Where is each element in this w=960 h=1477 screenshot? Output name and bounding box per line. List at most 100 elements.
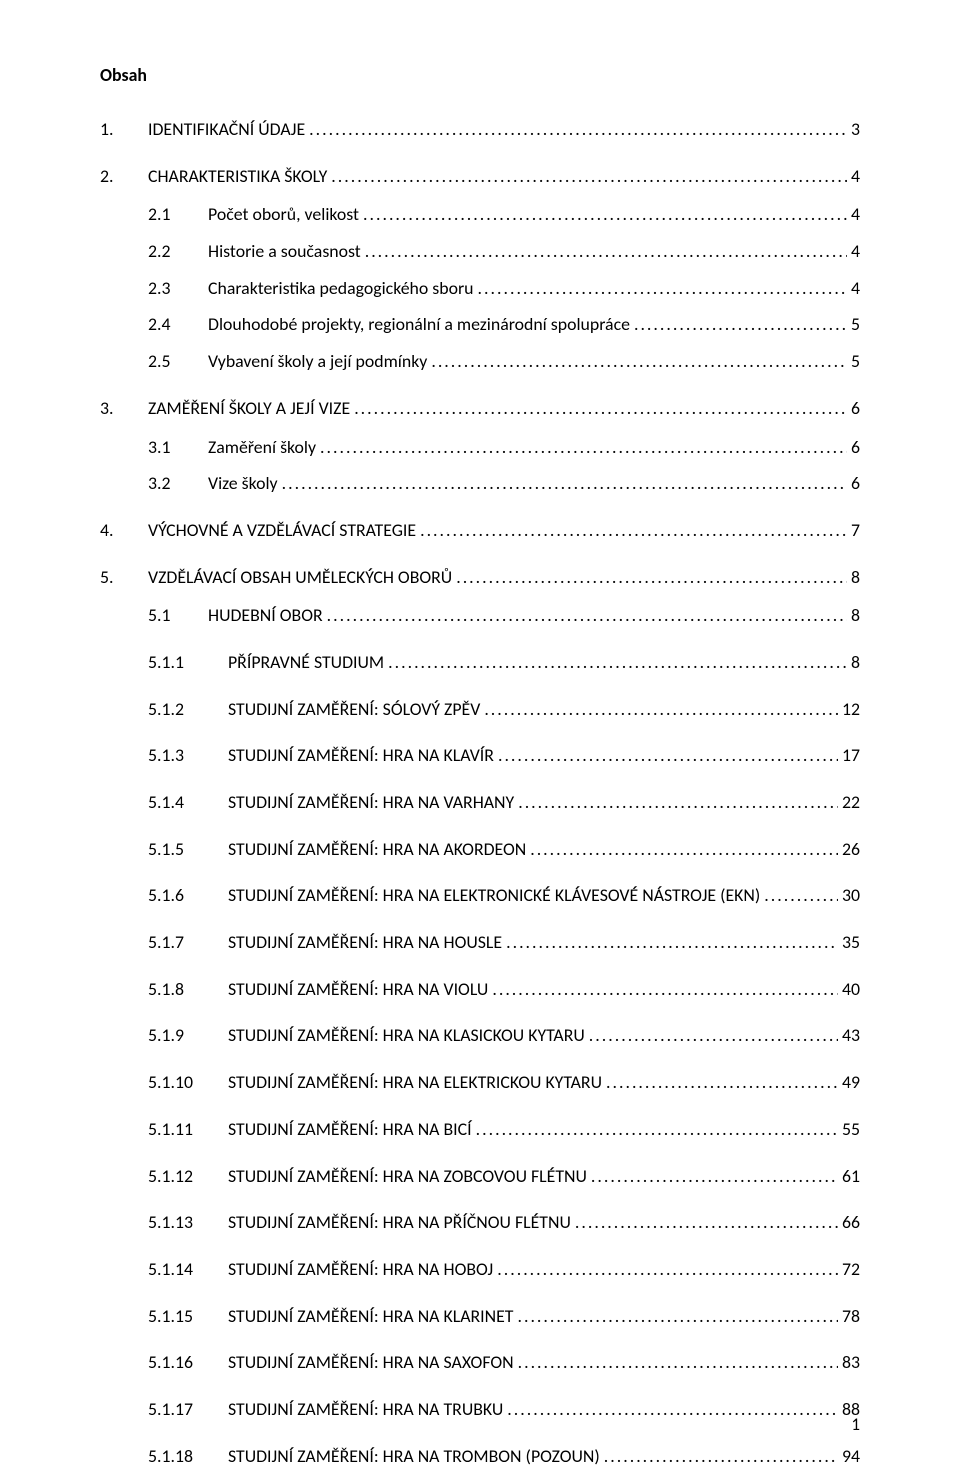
- toc-entry: 5.1.5STUDIJNÍ ZAMĚŘENÍ: HRA NA AKORDEON.…: [100, 836, 860, 863]
- toc-entry-page: 8: [847, 649, 860, 676]
- toc-entry-number: 3.2: [148, 470, 208, 497]
- toc-entry-label: Vize školy: [208, 470, 278, 497]
- toc-entry-label: Vybavení školy a její podmínky: [208, 348, 427, 375]
- toc-entry: 5.1.8STUDIJNÍ ZAMĚŘENÍ: HRA NA VIOLU....…: [100, 976, 860, 1003]
- toc-entry-page: 6: [847, 434, 860, 461]
- toc-entry: 2.CHARAKTERISTIKA ŠKOLY.................…: [100, 163, 860, 190]
- toc-entry-page: 61: [838, 1163, 860, 1190]
- toc-entry-number: 5.1.9: [148, 1022, 228, 1049]
- toc-entry: 2.4Dlouhodobé projekty, regionální a mez…: [100, 311, 860, 338]
- toc-entry-page: 6: [847, 470, 860, 497]
- toc-entry: 5.1.2STUDIJNÍ ZAMĚŘENÍ: SÓLOVÝ ZPĚV.....…: [100, 696, 860, 723]
- toc-entry-page: 4: [847, 238, 860, 265]
- toc-entry-page: 3: [847, 116, 860, 143]
- toc-entry-number: 4.: [100, 517, 148, 544]
- toc-entry: 5.1.14STUDIJNÍ ZAMĚŘENÍ: HRA NA HOBOJ...…: [100, 1256, 860, 1283]
- toc-leader-dots: ........................................…: [514, 1349, 838, 1376]
- toc-entry-label: STUDIJNÍ ZAMĚŘENÍ: HRA NA AKORDEON: [228, 836, 526, 863]
- toc-entry-page: 49: [838, 1069, 860, 1096]
- toc-entry: 5.1.9STUDIJNÍ ZAMĚŘENÍ: HRA NA KLASICKOU…: [100, 1022, 860, 1049]
- toc-entry-label: STUDIJNÍ ZAMĚŘENÍ: HRA NA KLARINET: [228, 1303, 513, 1330]
- toc-leader-dots: ........................................…: [278, 470, 847, 497]
- toc-leader-dots: ........................................…: [488, 976, 838, 1003]
- toc-entry-page: 43: [838, 1022, 860, 1049]
- toc-entry-number: 5.1.5: [148, 836, 228, 863]
- toc-entry-page: 40: [838, 976, 860, 1003]
- toc-entry: 5.1.18STUDIJNÍ ZAMĚŘENÍ: HRA NA TROMBON …: [100, 1443, 860, 1470]
- toc-entry-label: STUDIJNÍ ZAMĚŘENÍ: HRA NA BICÍ: [228, 1116, 472, 1143]
- toc-leader-dots: ........................................…: [474, 275, 847, 302]
- toc-entry: 5.1.12STUDIJNÍ ZAMĚŘENÍ: HRA NA ZOBCOVOU…: [100, 1163, 860, 1190]
- toc-entry-number: 5.1.17: [148, 1396, 228, 1423]
- toc-entry-page: 35: [838, 929, 860, 956]
- toc-entry-page: 4: [847, 163, 860, 190]
- toc-entry-page: 7: [847, 517, 860, 544]
- toc-entry-label: IDENTIFIKAČNÍ ÚDAJE: [148, 116, 305, 143]
- toc-entry-label: STUDIJNÍ ZAMĚŘENÍ: HRA NA KLAVÍR: [228, 742, 494, 769]
- toc-leader-dots: ........................................…: [359, 201, 847, 228]
- toc-leader-dots: ........................................…: [493, 1256, 838, 1283]
- toc-entry-number: 2.3: [148, 275, 208, 302]
- toc-entry: 2.5Vybavení školy a její podmínky.......…: [100, 348, 860, 375]
- toc-entry-page: 30: [838, 882, 860, 909]
- toc-entry: 5.1.3STUDIJNÍ ZAMĚŘENÍ: HRA NA KLAVÍR...…: [100, 742, 860, 769]
- toc-entry: 5.1.13STUDIJNÍ ZAMĚŘENÍ: HRA NA PŘÍČNOU …: [100, 1209, 860, 1236]
- toc-entry-page: 22: [838, 789, 860, 816]
- toc-entry: 5.1.6STUDIJNÍ ZAMĚŘENÍ: HRA NA ELEKTRONI…: [100, 882, 860, 909]
- toc-leader-dots: ........................................…: [602, 1069, 838, 1096]
- toc-entry-label: Zaměření školy: [208, 434, 316, 461]
- toc-entry-number: 3.: [100, 395, 148, 422]
- toc-entry: 5.1.10STUDIJNÍ ZAMĚŘENÍ: HRA NA ELEKTRIC…: [100, 1069, 860, 1096]
- toc-entry-label: CHARAKTERISTIKA ŠKOLY: [148, 163, 327, 190]
- toc-entry-label: VÝCHOVNÉ A VZDĚLÁVACÍ STRATEGIE: [148, 517, 416, 544]
- toc-entry-number: 5.1.3: [148, 742, 228, 769]
- toc-entry: 5.1.4STUDIJNÍ ZAMĚŘENÍ: HRA NA VARHANY..…: [100, 789, 860, 816]
- toc-entry: 2.3Charakteristika pedagogického sboru..…: [100, 275, 860, 302]
- toc-entry-page: 5: [847, 311, 860, 338]
- toc-leader-dots: ........................................…: [416, 517, 847, 544]
- toc-entry: 3.1Zaměření školy.......................…: [100, 434, 860, 461]
- toc-leader-dots: ........................................…: [480, 696, 838, 723]
- toc-leader-dots: ........................................…: [427, 348, 847, 375]
- toc-entry-label: Dlouhodobé projekty, regionální a meziná…: [208, 311, 630, 338]
- toc-entry: 5.1HUDEBNÍ OBOR.........................…: [100, 602, 860, 629]
- toc-leader-dots: ........................................…: [384, 649, 847, 676]
- toc-entry-number: 2.1: [148, 201, 208, 228]
- toc-entry-label: ZAMĚŘENÍ ŠKOLY A JEJÍ VIZE: [148, 395, 350, 422]
- toc-entry-number: 5.: [100, 564, 148, 591]
- toc-entry-number: 5.1.12: [148, 1163, 228, 1190]
- toc-entry-number: 2.2: [148, 238, 208, 265]
- page-number: 1: [851, 1414, 860, 1435]
- toc-entry-number: 5.1.10: [148, 1069, 228, 1096]
- toc-entry-label: STUDIJNÍ ZAMĚŘENÍ: HRA NA TROMBON (POZOU…: [228, 1443, 600, 1470]
- toc-entry-label: Historie a současnost: [208, 238, 361, 265]
- toc-container: 1.IDENTIFIKAČNÍ ÚDAJE...................…: [100, 116, 860, 1469]
- toc-entry-label: VZDĚLÁVACÍ OBSAH UMĚLECKÝCH OBORŮ: [148, 564, 452, 591]
- toc-entry: 1.IDENTIFIKAČNÍ ÚDAJE...................…: [100, 116, 860, 143]
- toc-entry-label: Počet oborů, velikost: [208, 201, 359, 228]
- toc-entry-number: 5.1.11: [148, 1116, 228, 1143]
- toc-entry-number: 5.1.15: [148, 1303, 228, 1330]
- toc-entry-page: 12: [838, 696, 860, 723]
- toc-entry-label: STUDIJNÍ ZAMĚŘENÍ: HRA NA VARHANY: [228, 789, 514, 816]
- toc-leader-dots: ........................................…: [760, 882, 838, 909]
- toc-entry-label: STUDIJNÍ ZAMĚŘENÍ: SÓLOVÝ ZPĚV: [228, 696, 480, 723]
- toc-entry-number: 5.1.16: [148, 1349, 228, 1376]
- toc-leader-dots: ........................................…: [600, 1443, 838, 1470]
- toc-title: Obsah: [100, 64, 860, 86]
- toc-entry-label: Charakteristika pedagogického sboru: [208, 275, 474, 302]
- toc-entry-number: 1.: [100, 116, 148, 143]
- toc-entry-page: 4: [847, 201, 860, 228]
- toc-leader-dots: ........................................…: [305, 116, 847, 143]
- toc-entry-page: 72: [838, 1256, 860, 1283]
- toc-leader-dots: ........................................…: [472, 1116, 838, 1143]
- toc-leader-dots: ........................................…: [526, 836, 838, 863]
- toc-entry-label: PŘÍPRAVNÉ STUDIUM: [228, 649, 384, 676]
- toc-entry-page: 78: [838, 1303, 860, 1330]
- toc-entry-number: 5.1: [148, 602, 208, 629]
- toc-entry-number: 5.1.14: [148, 1256, 228, 1283]
- toc-entry: 5.1.16STUDIJNÍ ZAMĚŘENÍ: HRA NA SAXOFON.…: [100, 1349, 860, 1376]
- toc-leader-dots: ........................................…: [502, 929, 838, 956]
- toc-entry-page: 4: [847, 275, 860, 302]
- toc-entry-number: 3.1: [148, 434, 208, 461]
